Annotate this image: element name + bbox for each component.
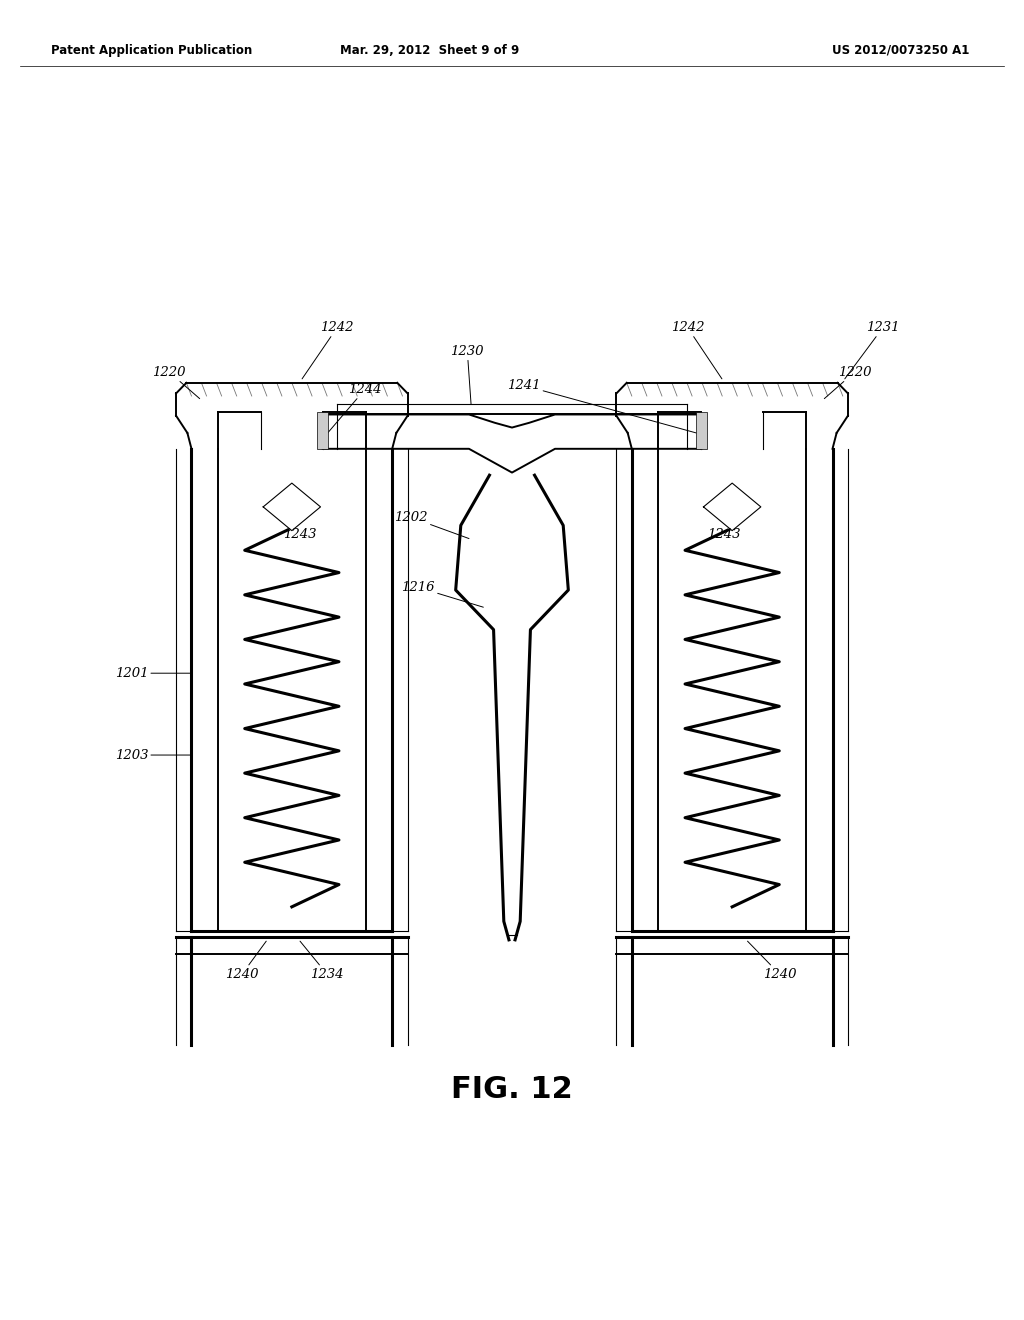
Text: 1243: 1243 bbox=[708, 528, 740, 541]
Text: 1220: 1220 bbox=[824, 366, 871, 399]
Text: 1243: 1243 bbox=[284, 528, 316, 541]
Text: 1242: 1242 bbox=[671, 321, 722, 379]
Text: 1242: 1242 bbox=[302, 321, 354, 379]
Text: 1220: 1220 bbox=[153, 366, 200, 399]
Text: FIG. 12: FIG. 12 bbox=[452, 1074, 572, 1104]
Text: 1216: 1216 bbox=[401, 581, 483, 607]
Text: 1244: 1244 bbox=[328, 383, 382, 433]
Text: 1241: 1241 bbox=[507, 379, 696, 433]
Text: 1234: 1234 bbox=[300, 941, 344, 981]
Text: 1240: 1240 bbox=[225, 941, 266, 981]
Text: 1202: 1202 bbox=[394, 511, 469, 539]
Text: 1240: 1240 bbox=[748, 941, 797, 981]
Bar bbox=[317, 412, 328, 449]
Text: US 2012/0073250 A1: US 2012/0073250 A1 bbox=[833, 44, 970, 57]
Polygon shape bbox=[703, 483, 761, 531]
Bar bbox=[696, 412, 707, 449]
Text: 1231: 1231 bbox=[845, 321, 900, 379]
Text: Patent Application Publication: Patent Application Publication bbox=[51, 44, 253, 57]
Text: 1230: 1230 bbox=[451, 345, 484, 404]
Text: 1201: 1201 bbox=[115, 667, 190, 680]
Polygon shape bbox=[263, 483, 321, 531]
Text: Mar. 29, 2012  Sheet 9 of 9: Mar. 29, 2012 Sheet 9 of 9 bbox=[340, 44, 520, 57]
Text: 1203: 1203 bbox=[115, 748, 190, 762]
